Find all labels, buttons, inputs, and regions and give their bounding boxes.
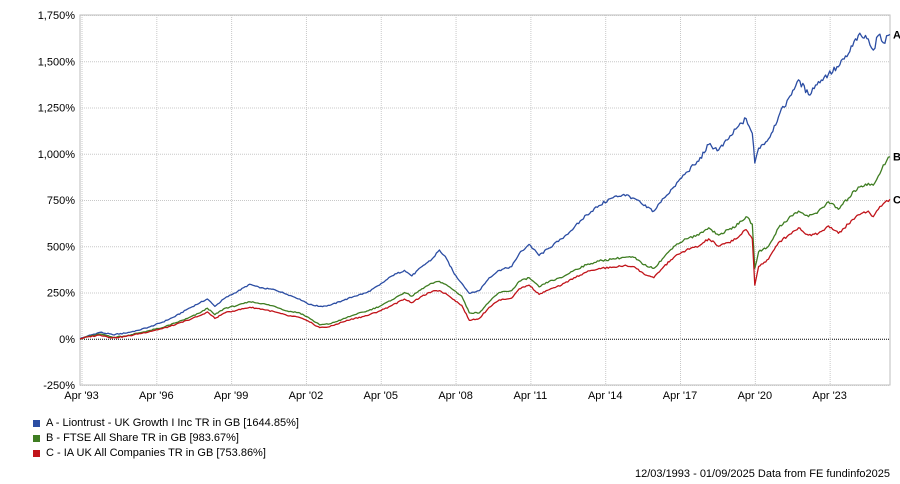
x-tick-label: Apr '05 <box>363 390 398 402</box>
series-line-b <box>80 156 891 340</box>
x-tick-label: Apr '17 <box>663 390 698 402</box>
y-tick-label: -250% <box>43 380 75 392</box>
legend-item-a: A - Liontrust - UK Growth I Inc TR in GB… <box>33 416 299 431</box>
legend-label-a: A - Liontrust - UK Growth I Inc TR in GB… <box>46 417 299 429</box>
x-tick-label: Apr '93 <box>64 390 99 402</box>
x-tick-label: Apr '08 <box>438 390 473 402</box>
legend-swatch-b <box>33 435 40 442</box>
x-tick-label: Apr '20 <box>738 390 773 402</box>
data-source-footer: 12/03/1993 - 01/09/2025 Data from FE fun… <box>634 468 890 480</box>
series-end-label-c: C <box>893 194 900 206</box>
y-tick-label: 250% <box>47 288 75 300</box>
x-tick-label: Apr '02 <box>289 390 324 402</box>
y-tick-label: 0% <box>59 334 75 346</box>
y-tick-label: 1,500% <box>38 56 76 68</box>
chart-legend: A - Liontrust - UK Growth I Inc TR in GB… <box>33 416 299 461</box>
legend-item-b: B - FTSE All Share TR in GB [983.67%] <box>33 431 299 446</box>
performance-chart: -250% 0% 250% 500% 750% 1,000% 1,250% 1,500% 1,7… <box>38 10 900 402</box>
series-end-label-b: B <box>893 152 900 164</box>
series-line-c <box>79 198 891 340</box>
x-tick-label: Apr '96 <box>139 390 174 402</box>
legend-swatch-c <box>33 450 40 457</box>
legend-item-c: C - IA UK All Companies TR in GB [753.86… <box>33 446 299 461</box>
x-tick-label: Apr '14 <box>588 390 623 402</box>
y-tick-label: 1,250% <box>38 103 76 115</box>
y-tick-label: 1,000% <box>38 149 76 161</box>
series-end-label-a: A <box>893 29 900 41</box>
y-tick-label: 1,750% <box>38 10 76 22</box>
legend-swatch-a <box>33 420 40 427</box>
y-tick-label: 750% <box>47 195 75 207</box>
x-tick-label: Apr '23 <box>812 390 847 402</box>
x-tick-label: Apr '99 <box>214 390 249 402</box>
series-line-a <box>79 32 891 340</box>
legend-label-c: C - IA UK All Companies TR in GB [753.86… <box>46 447 266 459</box>
y-tick-label: 500% <box>47 241 75 253</box>
legend-label-b: B - FTSE All Share TR in GB [983.67%] <box>46 432 239 444</box>
x-tick-label: Apr '11 <box>514 390 548 402</box>
